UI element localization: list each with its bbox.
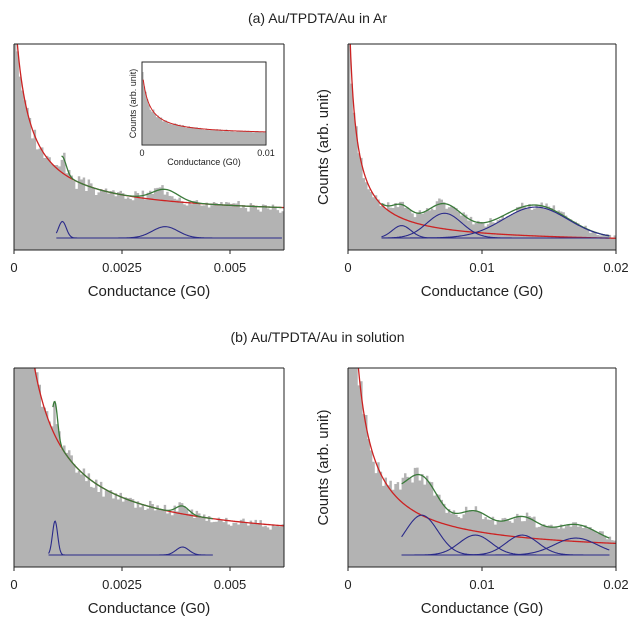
y-axis-label: Counts (arb. unit) [315, 89, 332, 205]
total-fit-curve [381, 202, 610, 237]
x-tick-label: 0.02 [603, 577, 628, 592]
caption-a: (a) Au/TPDTA/Au in Ar [247, 10, 387, 26]
inset-x-axis-label: Conductance (G0) [167, 157, 241, 167]
x-tick-label: 0.01 [469, 577, 494, 592]
x-tick-label: 0 [10, 260, 17, 275]
peak-curve-4 [401, 537, 610, 556]
histogram-bars [348, 368, 616, 567]
x-tick-label: 0.0025 [102, 577, 142, 592]
histogram-bars [14, 368, 284, 567]
inset-border [141, 61, 267, 146]
total-fit-curve [61, 155, 282, 209]
peak-curve-2 [48, 546, 213, 556]
chart-b-right: 0 0.01 0.02 Conductance (G0) Counts (arb. un… [315, 367, 629, 617]
background-fit-curve [349, 44, 616, 239]
x-axis-label: Conductance (G0) [421, 600, 544, 617]
inset-x-tick-label: 0.01 [257, 148, 275, 158]
x-tick-label: 0.0025 [102, 260, 142, 275]
inset-x-tick-label: 0 [139, 148, 144, 158]
total-fit-curve [401, 473, 610, 539]
inset-fit-curve [142, 79, 266, 133]
x-axis-label: Conductance (G0) [421, 283, 544, 300]
y-axis-label: Counts (arb. unit) [315, 410, 332, 526]
x-tick-label: 0 [10, 577, 17, 592]
x-tick-label: 0.01 [469, 260, 494, 275]
x-tick-label: 0.005 [214, 577, 247, 592]
caption-b: (b) Au/TPDTA/Au in solution [230, 329, 405, 345]
inset-y-axis-label: Counts (arb. unit) [128, 69, 138, 139]
peak-curve-2 [381, 212, 610, 239]
histogram-bars [14, 44, 284, 250]
peak-curve-2 [56, 226, 282, 239]
x-axis-label: Conductance (G0) [88, 283, 211, 300]
histogram-bars [348, 44, 616, 250]
chart-a-right: 0 0.01 0.02 Conductance (G0) Counts (arb. un… [315, 43, 629, 300]
inset-histogram [142, 71, 266, 145]
inset-chart: 0 0.01 Conductance (G0) Counts (arb. unit) [128, 61, 275, 167]
total-fit-curve [52, 400, 213, 520]
peak-curve-3 [381, 206, 610, 239]
background-fit-curve [357, 368, 616, 545]
x-tick-label: 0 [344, 577, 351, 592]
x-tick-label: 0 [344, 260, 351, 275]
x-tick-label: 0.005 [214, 260, 247, 275]
x-tick-label: 0.02 [603, 260, 628, 275]
x-axis-label: Conductance (G0) [88, 600, 211, 617]
